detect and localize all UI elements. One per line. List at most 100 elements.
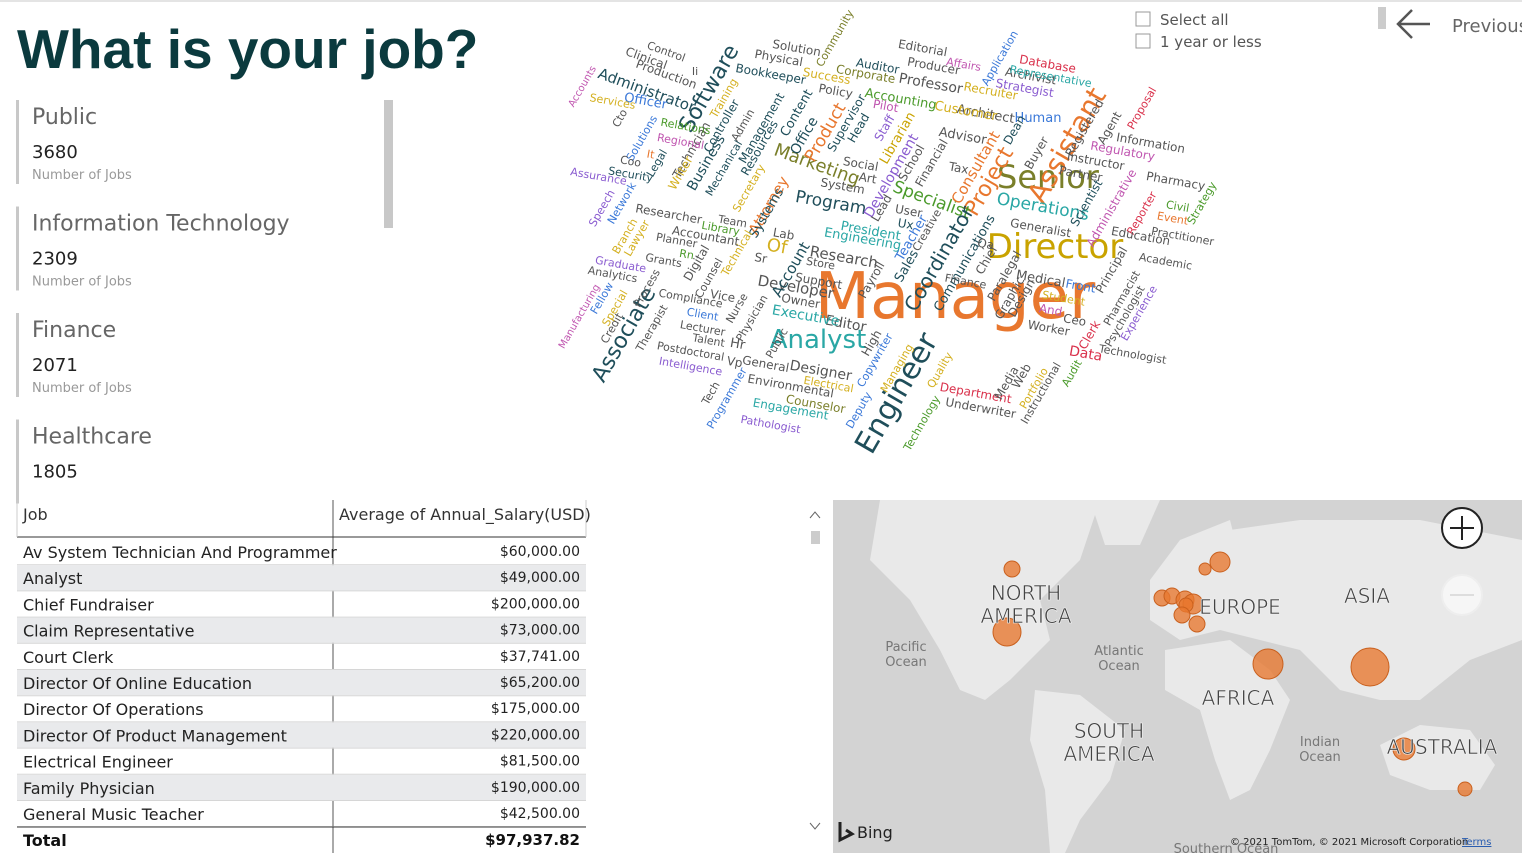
back-arrow[interactable] bbox=[1396, 9, 1430, 39]
cloud-word[interactable]: Affairs bbox=[945, 55, 982, 74]
row-band bbox=[17, 722, 586, 748]
cloud-word[interactable]: Vice bbox=[709, 287, 736, 305]
cloud-word[interactable]: Owner bbox=[780, 291, 821, 312]
row-band bbox=[17, 565, 586, 591]
location-bubble[interactable] bbox=[1457, 781, 1473, 797]
cloud-word[interactable]: Community bbox=[813, 7, 856, 69]
cloud-word[interactable]: Sr bbox=[753, 250, 768, 266]
cloud-word[interactable]: Editor bbox=[824, 313, 868, 336]
job-cell: Court Clerk bbox=[23, 648, 114, 667]
scroll-up[interactable] bbox=[809, 511, 821, 519]
word-cloud: ManagerDirectorSeniorEngineerAnalystAssi… bbox=[557, 7, 1220, 460]
cloud-word[interactable]: Academic bbox=[1138, 250, 1193, 272]
slicer-option[interactable]: 1 year or less bbox=[1160, 33, 1262, 51]
cloud-word[interactable]: Rn bbox=[678, 247, 695, 262]
card-accent bbox=[16, 206, 19, 291]
cloud-word[interactable]: Talent bbox=[690, 331, 726, 350]
location-bubble[interactable] bbox=[1252, 648, 1284, 680]
continent-label: SOUTH bbox=[1074, 719, 1144, 743]
card-caption: Number of Jobs bbox=[32, 381, 132, 396]
cloud-word[interactable]: Of bbox=[765, 234, 789, 258]
cloud-word[interactable]: Client bbox=[686, 305, 720, 323]
cloud-word[interactable]: Editorial bbox=[897, 37, 948, 59]
ocean-label: Ocean bbox=[1098, 659, 1140, 674]
job-cell: Electrical Engineer bbox=[23, 753, 173, 772]
location-bubble[interactable] bbox=[1198, 562, 1212, 576]
cloud-word[interactable]: Ii bbox=[692, 65, 698, 78]
slicer-option[interactable]: Select all bbox=[1160, 11, 1229, 29]
cloud-word[interactable]: Civil bbox=[1165, 198, 1190, 215]
cloud-word[interactable]: Data bbox=[1068, 343, 1104, 365]
cloud-word[interactable]: Analyst bbox=[770, 325, 867, 355]
cloud-word[interactable]: Coo bbox=[619, 153, 642, 170]
cloud-word[interactable]: Event bbox=[1156, 209, 1190, 227]
location-bubble[interactable] bbox=[1350, 647, 1390, 687]
cloud-word[interactable]: Team bbox=[716, 212, 748, 230]
cloud-word[interactable]: And bbox=[1038, 301, 1064, 319]
cloud-word[interactable]: User bbox=[894, 202, 923, 221]
location-bubble[interactable] bbox=[1003, 560, 1021, 578]
land bbox=[870, 500, 1522, 853]
cloud-word[interactable]: Ux bbox=[897, 216, 915, 233]
salary-cell: $81,500.00 bbox=[500, 754, 580, 770]
table: Job Average of Annual_Salary(USD)Av Syste… bbox=[16, 500, 821, 853]
cloud-word[interactable]: Ceo bbox=[1062, 311, 1087, 329]
cloud-word[interactable]: Policy bbox=[817, 81, 853, 101]
cloud-word[interactable]: Pharmacy bbox=[1145, 169, 1206, 193]
checkbox[interactable] bbox=[1135, 11, 1151, 27]
cloud-word[interactable]: Director bbox=[987, 227, 1124, 267]
ocean-label: Ocean bbox=[1299, 750, 1341, 765]
cloud-word[interactable]: Pilot bbox=[872, 97, 900, 115]
scroll-down[interactable] bbox=[809, 822, 821, 830]
salary-cell: $37,741.00 bbox=[500, 649, 580, 665]
cloud-word[interactable]: Tax bbox=[947, 159, 970, 176]
continent-label: AUSTRALIA bbox=[1387, 735, 1498, 759]
cloud-word[interactable]: Manufacturing bbox=[557, 283, 603, 351]
card-accent bbox=[16, 100, 19, 184]
cloud-word[interactable]: Hr bbox=[729, 336, 747, 354]
map: Bing © 2021 TomTom, © 2021 Microsoft Cor… bbox=[833, 500, 1522, 853]
job-cell: Family Physician bbox=[23, 779, 155, 798]
location-bubble[interactable] bbox=[1188, 615, 1206, 633]
job-cell: Claim Representative bbox=[23, 622, 194, 641]
column-header[interactable]: Average of Annual_Salary(USD) bbox=[339, 505, 591, 525]
salary-cell: $220,000.00 bbox=[491, 727, 580, 743]
cloud-word[interactable]: Art bbox=[858, 170, 878, 187]
previous-button[interactable]: Previous bbox=[1452, 16, 1522, 37]
ocean-label: Southern Ocean bbox=[1174, 842, 1279, 853]
card-value: 2309 bbox=[32, 249, 78, 270]
card-value: 1805 bbox=[32, 462, 78, 483]
card-accent bbox=[16, 419, 19, 504]
cloud-word[interactable]: Senior bbox=[997, 158, 1100, 196]
cloud-word[interactable]: Qa bbox=[976, 236, 995, 253]
location-bubble[interactable] bbox=[1173, 606, 1191, 624]
card-value: 3680 bbox=[32, 142, 78, 163]
ocean-label: Pacific bbox=[885, 640, 926, 655]
salary-cell: $60,000.00 bbox=[500, 544, 580, 560]
column-header[interactable]: Job bbox=[22, 505, 48, 524]
card-caption: Number of Jobs bbox=[32, 275, 132, 290]
location-bubble[interactable] bbox=[992, 617, 1022, 647]
cloud-word[interactable]: Front bbox=[1065, 277, 1098, 296]
cloud-word[interactable]: Vp bbox=[726, 354, 744, 371]
cloud-word[interactable]: Proposal bbox=[1125, 85, 1160, 132]
job-cell: General Music Teacher bbox=[23, 805, 204, 824]
row-band bbox=[17, 617, 586, 643]
cloud-word[interactable]: It bbox=[646, 147, 656, 161]
cloud-word[interactable]: Store bbox=[805, 255, 836, 273]
cloud-word[interactable]: Manager bbox=[815, 260, 1096, 334]
terms-link[interactable]: Terms bbox=[1461, 837, 1491, 848]
checkbox[interactable] bbox=[1135, 33, 1151, 49]
card-label: Finance bbox=[32, 318, 116, 343]
location-bubble[interactable] bbox=[1209, 551, 1231, 573]
cloud-word[interactable]: Grants bbox=[644, 251, 683, 270]
cloud-word[interactable]: Audit bbox=[1059, 357, 1085, 389]
cloud-word[interactable]: Social bbox=[842, 154, 879, 174]
cloud-word[interactable]: Lab bbox=[772, 225, 796, 243]
location-bubble[interactable] bbox=[1392, 737, 1416, 761]
continent-label: AFRICA bbox=[1202, 686, 1275, 710]
cloud-word[interactable]: Human bbox=[1015, 111, 1062, 126]
scroll-thumb[interactable] bbox=[811, 531, 820, 544]
row-band bbox=[17, 774, 586, 800]
